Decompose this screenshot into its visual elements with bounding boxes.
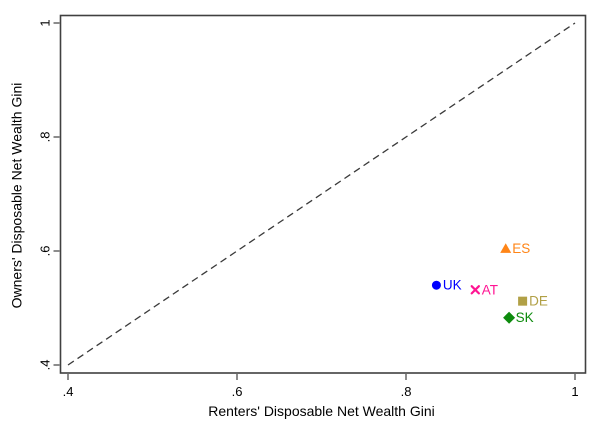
data-point-marker-SK xyxy=(503,311,516,324)
y-tick-label-.4: .4 xyxy=(38,360,53,371)
x-tick-label-.6: .6 xyxy=(232,384,243,399)
data-point-label-UK: UK xyxy=(443,278,462,293)
data-point-label-AT: AT xyxy=(482,282,498,297)
reference-line-45deg xyxy=(67,22,576,366)
y-axis-title: Owners' Disposable Net Wealth Gini xyxy=(8,82,25,309)
data-point-label-ES: ES xyxy=(512,241,530,256)
data-point-marker-ES xyxy=(500,243,512,253)
plot-border xyxy=(59,14,587,374)
y-tick-label-1: 1 xyxy=(38,19,53,26)
x-tick-label-.4: .4 xyxy=(63,384,74,399)
y-tick-label-.8: .8 xyxy=(38,132,53,143)
data-point-label-SK: SK xyxy=(516,310,534,325)
x-axis-title: Renters' Disposable Net Wealth Gini xyxy=(208,403,435,419)
data-point-label-DE: DE xyxy=(529,294,548,309)
x-tick-label-.8: .8 xyxy=(401,384,412,399)
y-tick-label-.6: .6 xyxy=(38,246,53,257)
x-tick-label-1: 1 xyxy=(571,384,578,399)
data-point-marker-UK xyxy=(431,280,441,290)
data-point-marker-DE xyxy=(518,296,528,306)
data-point-marker-AT xyxy=(470,285,480,295)
